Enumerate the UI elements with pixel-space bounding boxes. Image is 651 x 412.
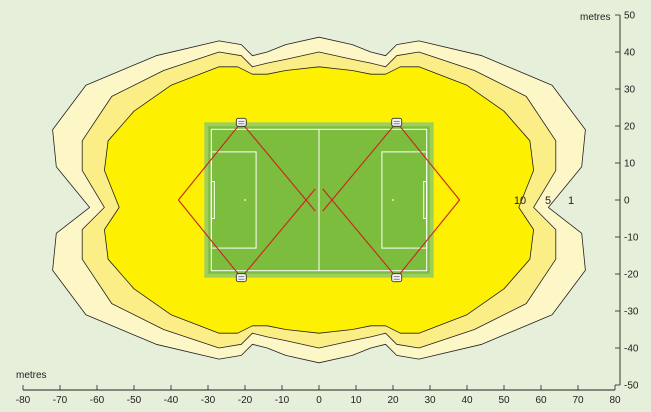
x-tick-label: -20 <box>238 395 253 406</box>
y-tick-label: -50 <box>624 381 639 392</box>
penalty-spot-right <box>392 199 394 201</box>
x-tick-label: -70 <box>53 395 68 406</box>
aim-lines <box>177 121 461 279</box>
y-tick-label: -30 <box>624 307 639 318</box>
floodlight-icon-top-right <box>391 117 403 127</box>
floodlight-body <box>391 273 403 283</box>
x-tick-label: -30 <box>201 395 216 406</box>
floodlight-body <box>235 117 247 127</box>
aim-line-top-right-1 <box>396 121 461 201</box>
y-tick-label: 40 <box>624 48 636 59</box>
floodlight-icon-bottom-left <box>235 273 247 283</box>
floodlight-body <box>235 273 247 283</box>
floodlight-icon-top-left <box>235 117 247 127</box>
y-tick-label: 20 <box>624 122 636 133</box>
y-axis: 50 40 30 20 10 0 -10 -20 -30 -40 -50 <box>615 11 639 392</box>
aim-line-bottom-right-2 <box>322 188 398 279</box>
x-tick-label: 20 <box>387 395 399 406</box>
y-tick-label: 30 <box>624 85 636 96</box>
aim-line-bottom-left-2 <box>240 188 316 279</box>
football-pitch <box>204 122 434 278</box>
x-tick-label: 40 <box>461 395 473 406</box>
x-tick-label: 60 <box>535 395 547 406</box>
floodlight-body <box>391 117 403 127</box>
x-tick-label: -40 <box>164 395 179 406</box>
x-tick-label: 70 <box>572 395 584 406</box>
floodlights <box>235 117 403 283</box>
contour-label-5: 5 <box>545 195 551 207</box>
goal-area-right <box>423 181 428 219</box>
y-tick-label: -40 <box>624 344 639 355</box>
x-tick-label: 30 <box>424 395 436 406</box>
aim-line-top-left-1 <box>177 121 242 201</box>
y-tick-label: -10 <box>624 233 639 244</box>
x-tick-label: -60 <box>90 395 105 406</box>
x-tick-label: 50 <box>498 395 510 406</box>
x-axis-unit-label: metres <box>16 370 47 381</box>
x-tick-label: -50 <box>127 395 142 406</box>
y-axis-unit-label: metres <box>580 12 611 23</box>
aim-line-bottom-right-1 <box>396 199 461 279</box>
y-tick-label: 50 <box>624 11 636 22</box>
penalty-spot-left <box>244 199 246 201</box>
aim-line-top-right-2 <box>322 121 398 212</box>
aim-line-top-left-2 <box>240 121 316 212</box>
floodlight-icon-bottom-right <box>391 273 403 283</box>
contour-label-1: 1 <box>568 195 574 207</box>
x-tick-label: 80 <box>609 395 621 406</box>
y-tick-label: 0 <box>624 196 630 207</box>
x-axis: -80 -70 -60 -50 -40 -30 -20 -10 0 10 20 30 40 50 60 70 8… <box>16 385 621 406</box>
x-tick-label: -80 <box>16 395 31 406</box>
x-tick-label: 10 <box>350 395 362 406</box>
goal-area-left <box>210 181 215 219</box>
y-tick-label: 10 <box>624 159 636 170</box>
x-tick-label: 0 <box>316 395 322 406</box>
contour-label-10: 10 <box>514 195 526 207</box>
aim-line-bottom-left-1 <box>177 199 242 279</box>
y-tick-label: -20 <box>624 270 639 281</box>
x-tick-label: -10 <box>275 395 290 406</box>
